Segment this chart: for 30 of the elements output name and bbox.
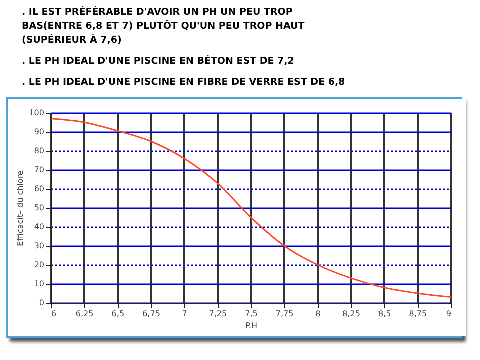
x-tick-label: 8 (316, 310, 321, 318)
y-tick-label: 90 (34, 128, 44, 136)
y-tick-label: 100 (29, 108, 44, 118)
x-tick-label: 6,25 (76, 310, 94, 318)
x-tick-label: 6,5 (112, 310, 125, 318)
y-tick-label: 0 (39, 298, 44, 308)
x-tick-label: 6,75 (142, 310, 160, 318)
x-axis-title: P.H (245, 322, 258, 330)
x-tick-label: 6 (52, 310, 57, 318)
x-tick-label: 7,25 (209, 310, 228, 318)
y-tick-label: 10 (34, 280, 44, 288)
x-tick-label: 7 (182, 310, 188, 318)
text: . LE PH IDEAL D'UNE PISCINE EN FIBRE DE VERRE EST DE 6,8 (22, 76, 346, 90)
x-tick-label: 9 (446, 310, 452, 318)
x-tick-label: 8,25 (342, 310, 360, 318)
line-series (50, 118, 452, 298)
y-tick-label: 40 (34, 222, 44, 232)
x-tick-label: 7,5 (245, 310, 258, 318)
y-tick-label: 50 (34, 204, 44, 212)
y-tick-label: 70 (34, 166, 44, 174)
text: . IL EST PRÉFÉRABLE D'AVOIR UN PH UN PEU TROP BAS(ENTRE 6,8 ET 7) PLUTÔT QU'UN PEU TROP HAUT (SUPÉRIEUR À 7,6) (22, 6, 306, 48)
y-tick-label: 30 (34, 242, 44, 250)
x-tick-label: 7,75 (276, 310, 294, 318)
x-tick-label: 8,75 (409, 310, 428, 318)
y-tick-label: 80 (34, 146, 44, 156)
y-axis-title: Efficacit– du chlore (16, 170, 26, 246)
y-tick-label: 20 (34, 260, 44, 270)
x-tick-label: 8,5 (378, 310, 392, 318)
y-tick-label: 60 (34, 184, 44, 194)
text: . LE PH IDEAL D'UNE PISCINE EN BÉTON EST DE 7,2 (22, 55, 296, 69)
